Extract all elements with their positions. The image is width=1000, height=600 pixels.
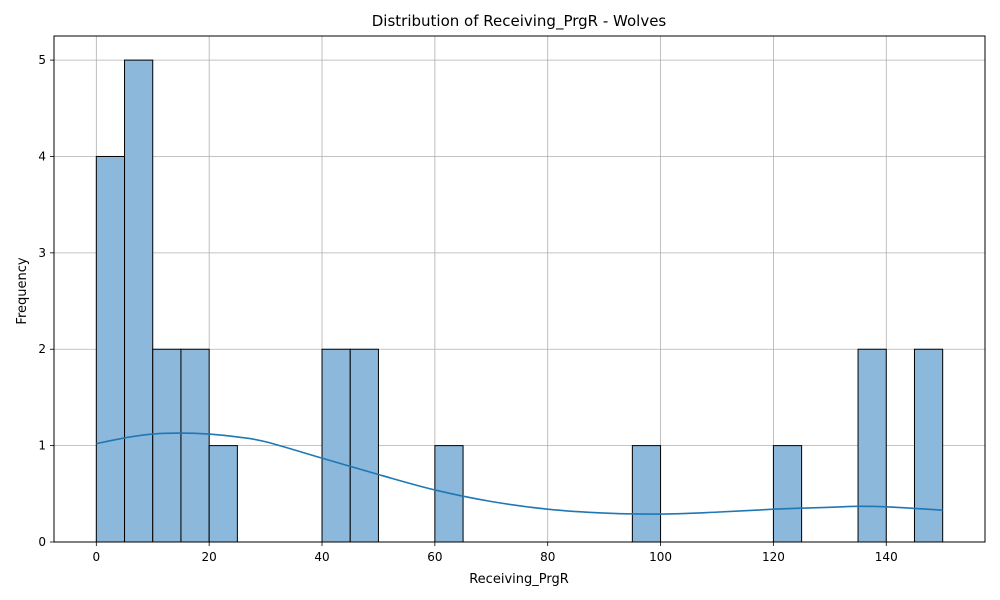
x-tick-label: 20 — [202, 550, 217, 564]
histogram-bar — [857, 348, 887, 543]
y-tick-label: 3 — [38, 246, 46, 260]
histogram-bar — [913, 348, 944, 543]
histogram-bar — [95, 155, 126, 543]
x-tick-label: 100 — [649, 550, 672, 564]
chart-title: Distribution of Receiving_PrgR - Wolves — [372, 12, 667, 31]
histogram-bar — [124, 59, 154, 543]
x-tick-label: 120 — [762, 550, 785, 564]
y-axis-label: Frequency — [15, 257, 30, 324]
x-tick-label: 40 — [314, 550, 329, 564]
histogram-bars — [95, 59, 944, 543]
kde-curve — [96, 432, 943, 515]
histogram-bar — [772, 445, 803, 543]
plot-frame — [53, 35, 986, 543]
y-tick-label: 0 — [38, 535, 46, 549]
x-tick-label: 140 — [875, 550, 898, 564]
y-tick-label: 1 — [38, 439, 46, 453]
y-tick-label: 2 — [38, 342, 46, 356]
y-tick-label: 4 — [38, 149, 46, 163]
histogram-bar — [152, 348, 182, 543]
histogram-bar — [208, 445, 238, 543]
x-tick-label: 80 — [540, 550, 555, 564]
histogram-bar — [180, 348, 210, 543]
x-tick-label: 0 — [92, 550, 100, 564]
x-tick-label: 60 — [427, 550, 442, 564]
x-axis-label: Receiving_PrgR — [469, 572, 569, 587]
y-axis-ticks: 0 1 2 3 4 5 — [38, 53, 54, 549]
histogram-bar — [321, 348, 351, 543]
histogram-bar — [349, 348, 379, 543]
kde-curve-group — [96, 432, 943, 515]
y-tick-label: 5 — [38, 53, 46, 67]
histogram-bar — [631, 445, 662, 543]
x-axis-ticks: 0 20 40 60 80 100 120 140 — [92, 542, 898, 564]
